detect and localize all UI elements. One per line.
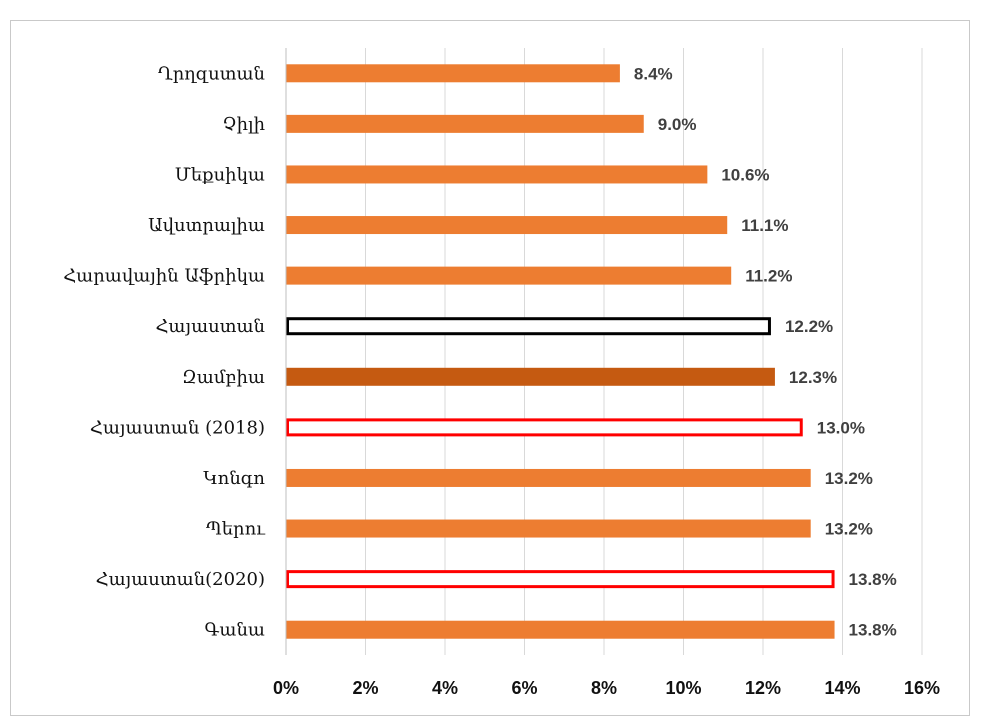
data-label: 12.2% <box>785 317 833 336</box>
data-label: 13.8% <box>849 570 897 589</box>
x-tick-label: 10% <box>665 678 701 698</box>
bar <box>286 418 803 437</box>
x-tick-label: 0% <box>273 678 299 698</box>
category-label: Ավստրալիա <box>148 215 265 236</box>
bar <box>286 165 708 184</box>
bar <box>286 570 835 589</box>
category-label: Հարավային Աֆրիկա <box>63 266 265 287</box>
data-label: 13.2% <box>825 469 873 488</box>
bar <box>286 114 644 133</box>
x-tick-label: 16% <box>904 678 940 698</box>
bar <box>286 317 771 336</box>
category-label: Ղրղզստան <box>158 63 265 84</box>
data-label: 10.6% <box>721 165 769 184</box>
bar <box>286 367 775 386</box>
category-label: Մեքսիկա <box>175 164 265 185</box>
bar <box>286 519 811 538</box>
data-label: 13.8% <box>849 621 897 640</box>
x-tick-label: 14% <box>824 678 860 698</box>
category-label: Կոնգո <box>203 468 265 489</box>
data-label: 9.0% <box>658 115 697 134</box>
data-label: 13.2% <box>825 520 873 539</box>
x-tick-label: 12% <box>745 678 781 698</box>
x-tick-label: 8% <box>591 678 617 698</box>
data-label: 13.0% <box>817 418 865 437</box>
category-label: Չիլի <box>222 114 265 135</box>
x-tick-label: 6% <box>511 678 537 698</box>
bar <box>286 468 811 487</box>
data-label: 11.1% <box>741 216 788 235</box>
category-label: Զամբիա <box>182 367 265 388</box>
category-label: Հայաստան(2020) <box>96 569 265 590</box>
category-label: Գանա <box>205 620 265 641</box>
bar <box>286 266 732 285</box>
category-label: Հայաստան (2018) <box>90 417 265 438</box>
bar <box>286 216 728 235</box>
bar <box>286 620 835 639</box>
data-label: 8.4% <box>634 64 673 83</box>
category-label: Պերու <box>206 519 266 540</box>
data-label: 11.2% <box>745 267 792 286</box>
category-label: Հայաստան <box>155 316 265 337</box>
x-tick-label: 4% <box>432 678 458 698</box>
bar <box>286 64 620 83</box>
data-label: 12.3% <box>789 368 837 387</box>
x-tick-label: 2% <box>352 678 378 698</box>
